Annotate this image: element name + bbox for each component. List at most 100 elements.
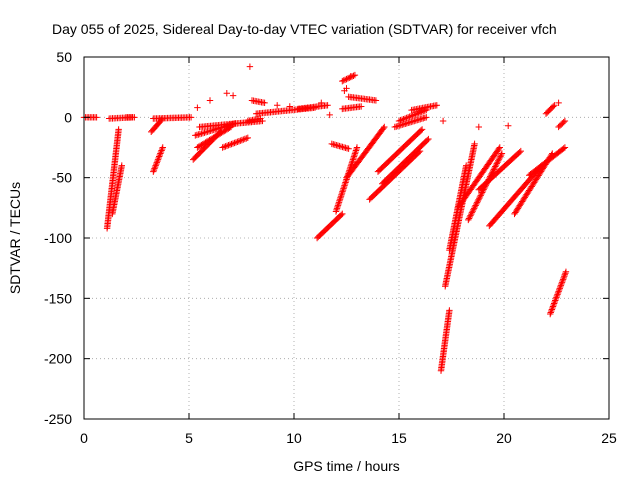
data-point-marker bbox=[194, 104, 201, 111]
data-point-marker bbox=[551, 298, 558, 306]
chart-title: Day 055 of 2025, Sidereal Day-to-day VTE… bbox=[52, 21, 557, 37]
data-point-marker bbox=[557, 283, 564, 291]
data-point-marker bbox=[157, 148, 165, 156]
data-point-marker bbox=[551, 102, 558, 109]
data-point-marker bbox=[495, 157, 502, 164]
data-point-marker bbox=[220, 143, 228, 151]
data-point-marker bbox=[223, 90, 230, 97]
data-point-marker bbox=[318, 99, 325, 107]
data-point-marker bbox=[496, 154, 503, 162]
data-point-marker bbox=[557, 282, 565, 289]
data-point-marker bbox=[560, 118, 567, 126]
y-tick-label: -100 bbox=[44, 230, 72, 246]
data-point-marker bbox=[225, 142, 232, 149]
data-point-marker bbox=[228, 140, 235, 148]
data-point-marker bbox=[231, 139, 238, 147]
data-point-marker bbox=[493, 160, 500, 167]
data-point-marker bbox=[235, 138, 243, 145]
data-point-marker bbox=[257, 115, 264, 122]
data-point-marker bbox=[547, 310, 554, 318]
data-point-marker bbox=[241, 135, 249, 143]
data-point-marker bbox=[397, 117, 404, 124]
data-point-marker bbox=[560, 145, 567, 152]
data-point-marker bbox=[469, 208, 476, 215]
data-point-marker bbox=[417, 109, 424, 116]
data-point-marker bbox=[155, 154, 162, 162]
x-tick-label: 5 bbox=[185, 430, 193, 446]
axis-ticks bbox=[83, 56, 610, 420]
data-point-marker bbox=[407, 112, 415, 120]
data-point-marker bbox=[187, 114, 195, 121]
data-point-marker bbox=[156, 151, 163, 159]
data-point-marker bbox=[558, 279, 566, 286]
data-point-marker bbox=[497, 153, 504, 160]
data-point-marker bbox=[468, 210, 475, 218]
data-point-marker bbox=[244, 134, 251, 142]
data-point-marker bbox=[554, 291, 561, 298]
data-point-marker bbox=[495, 156, 503, 163]
data-point-marker bbox=[243, 135, 250, 142]
y-tick-label: 0 bbox=[64, 109, 72, 125]
data-point-marker bbox=[345, 145, 352, 152]
x-tick-label: 15 bbox=[391, 430, 407, 446]
data-point-marker bbox=[549, 304, 556, 312]
y-tick-label: -50 bbox=[52, 170, 72, 186]
data-point-marker bbox=[475, 196, 482, 203]
data-point-marker bbox=[492, 161, 500, 169]
data-point-marker bbox=[547, 309, 554, 316]
data-point-marker bbox=[152, 162, 159, 169]
data-point-marker bbox=[476, 193, 484, 201]
data-point-marker bbox=[491, 164, 498, 172]
data-point-marker bbox=[465, 216, 472, 224]
data-point-marker bbox=[229, 92, 237, 99]
data-point-marker bbox=[343, 75, 350, 83]
data-point-marker bbox=[470, 205, 478, 212]
data-point-marker bbox=[556, 285, 563, 292]
data-point-marker bbox=[471, 203, 479, 211]
data-point-marker bbox=[548, 306, 556, 313]
y-tick-label: -250 bbox=[44, 411, 72, 427]
data-point-marker bbox=[560, 274, 567, 282]
data-point-marker bbox=[517, 147, 524, 155]
data-point-marker bbox=[478, 190, 485, 198]
data-point-marker bbox=[495, 145, 503, 153]
data-point-marker bbox=[516, 148, 523, 156]
data-point-marker bbox=[446, 307, 453, 314]
grid-lines bbox=[84, 57, 609, 419]
data-point-marker bbox=[561, 273, 568, 280]
data-point-marker bbox=[339, 77, 346, 85]
data-point-marker bbox=[353, 144, 361, 151]
data-point-marker bbox=[562, 270, 569, 277]
data-point-marker bbox=[471, 140, 478, 148]
data-point-marker bbox=[115, 126, 122, 133]
data-point-marker bbox=[406, 113, 413, 120]
data-point-marker bbox=[417, 127, 425, 134]
data-point-marker bbox=[418, 126, 426, 133]
data-point-marker bbox=[403, 114, 410, 122]
x-tick-label: 10 bbox=[286, 430, 302, 446]
data-point-marker bbox=[372, 97, 380, 104]
data-point-marker bbox=[380, 125, 387, 132]
data-point-marker bbox=[414, 110, 421, 117]
data-point-marker bbox=[498, 150, 506, 157]
data-point-marker bbox=[223, 142, 231, 149]
data-point-marker bbox=[423, 114, 430, 121]
data-point-marker bbox=[341, 87, 348, 94]
data-point-marker bbox=[93, 114, 100, 121]
data-point-marker bbox=[395, 117, 403, 125]
data-point-marker bbox=[347, 73, 354, 80]
data-point-marker bbox=[346, 74, 353, 81]
data-point-marker bbox=[159, 144, 166, 151]
x-tick-labels: 0 5 10 15 20 25 bbox=[80, 430, 617, 446]
data-point-marker bbox=[466, 213, 473, 221]
y-tick-label: -200 bbox=[44, 351, 72, 367]
data-point-marker bbox=[425, 135, 432, 143]
data-point-marker bbox=[554, 289, 562, 297]
data-point-marker bbox=[404, 114, 412, 121]
data-point-marker bbox=[561, 271, 569, 279]
data-point-marker bbox=[337, 211, 345, 219]
data-point-marker bbox=[350, 72, 357, 79]
data-point-marker bbox=[409, 112, 416, 119]
data-point-marker bbox=[410, 111, 418, 119]
data-point-marker bbox=[496, 144, 503, 151]
